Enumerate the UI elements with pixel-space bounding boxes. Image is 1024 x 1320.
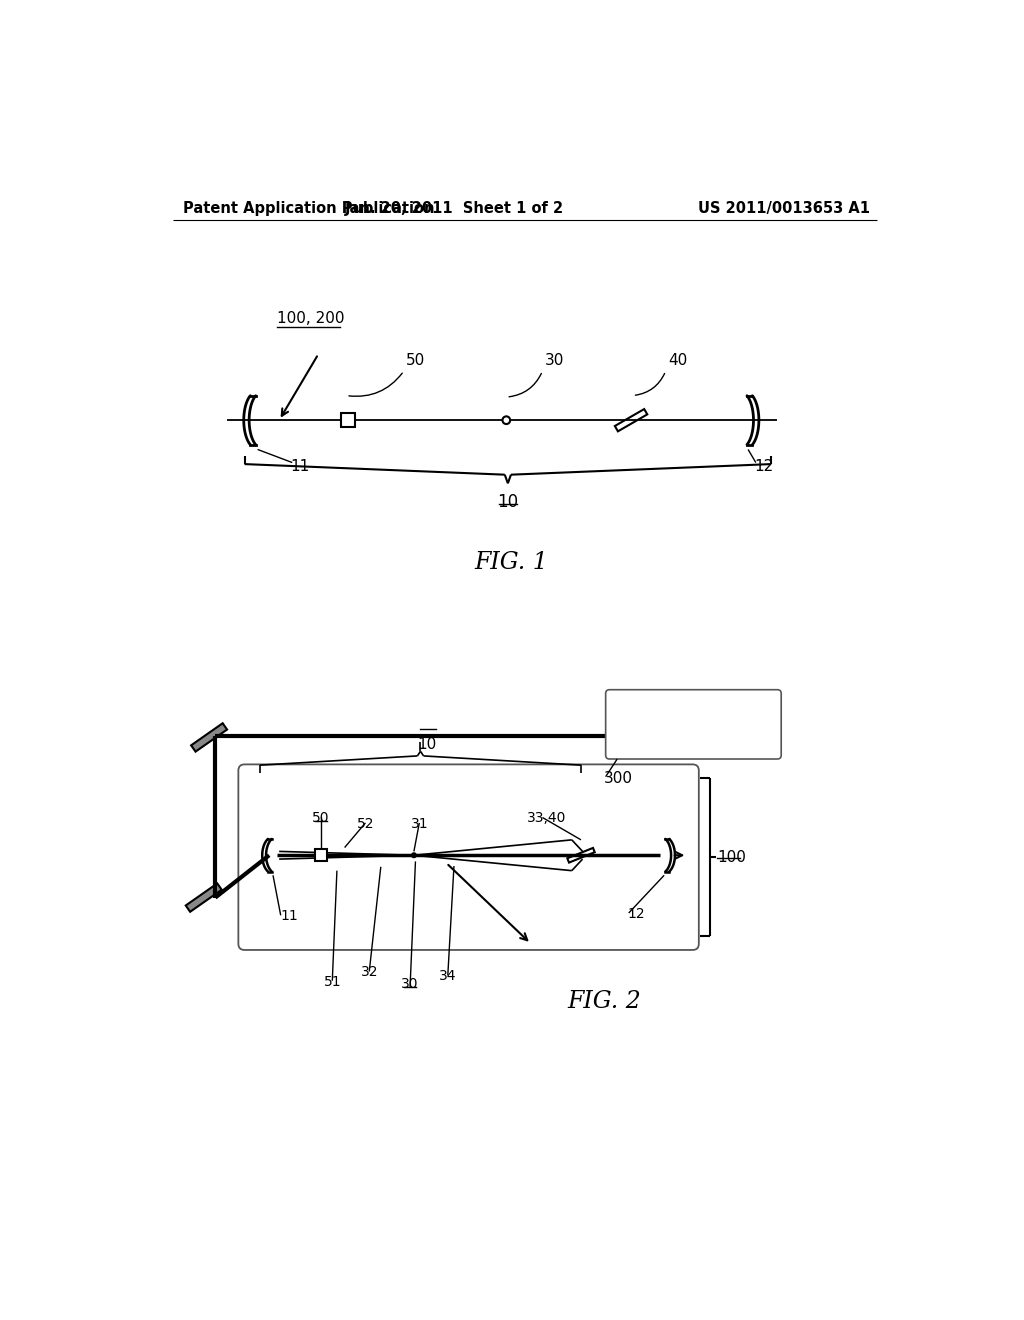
- Text: 50: 50: [312, 810, 330, 825]
- Text: FIG. 1: FIG. 1: [475, 552, 549, 574]
- FancyBboxPatch shape: [239, 764, 698, 950]
- Text: 10: 10: [417, 738, 436, 752]
- Text: Jan. 20, 2011  Sheet 1 of 2: Jan. 20, 2011 Sheet 1 of 2: [344, 201, 563, 215]
- Text: 32: 32: [360, 965, 378, 979]
- Text: 100: 100: [717, 850, 746, 865]
- Text: US 2011/0013653 A1: US 2011/0013653 A1: [697, 201, 869, 215]
- Text: 10: 10: [498, 494, 518, 511]
- Text: 51: 51: [324, 974, 341, 989]
- Text: 12: 12: [628, 907, 645, 921]
- Text: 52: 52: [356, 817, 374, 830]
- Text: 300: 300: [603, 771, 633, 785]
- Text: 50: 50: [407, 352, 425, 368]
- Bar: [341, 413, 354, 428]
- Text: 11: 11: [281, 909, 298, 923]
- Circle shape: [412, 853, 416, 858]
- Polygon shape: [567, 847, 595, 862]
- Bar: [314, 849, 327, 862]
- Text: 31: 31: [411, 817, 428, 830]
- Polygon shape: [614, 409, 647, 432]
- Polygon shape: [191, 723, 227, 751]
- Text: 30: 30: [401, 977, 419, 991]
- Text: FIG. 2: FIG. 2: [567, 990, 641, 1012]
- FancyBboxPatch shape: [605, 689, 781, 759]
- Text: 40: 40: [668, 352, 687, 368]
- Text: 11: 11: [291, 459, 310, 474]
- Circle shape: [503, 416, 510, 424]
- Text: 33,40: 33,40: [527, 812, 566, 825]
- Text: 12: 12: [755, 459, 773, 474]
- Text: 30: 30: [545, 352, 564, 368]
- Text: Patent Application Publication: Patent Application Publication: [183, 201, 434, 215]
- Polygon shape: [185, 883, 221, 912]
- Text: 34: 34: [439, 969, 457, 983]
- Text: 100, 200: 100, 200: [276, 312, 344, 326]
